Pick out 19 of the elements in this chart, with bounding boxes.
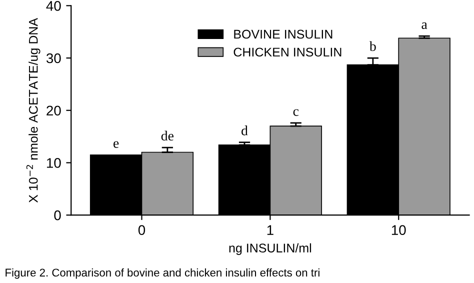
annotation: de [161, 130, 174, 141]
x-tick-label: 1 [267, 225, 274, 235]
x-tick-label: 10 [392, 225, 406, 236]
y-tick-label: 20 [46, 106, 61, 116]
y-tick-label: 30 [46, 53, 61, 64]
annotation: b [369, 41, 376, 52]
y-tick-label: 10 [46, 158, 61, 168]
y-axis-title: X 10$^{−2}$ nmole ACETATE/ug DNA [26, 18, 40, 203]
annotation: d [242, 126, 248, 136]
annotation: a [422, 22, 428, 30]
legend-label: CHICKEN INSULIN [234, 48, 342, 57]
x-tick-label: 0 [138, 225, 146, 236]
y-tick-label: 40 [46, 0, 61, 11]
y-tick-label: 0 [54, 210, 61, 220]
x-axis-title: ng INSULIN/ml [229, 243, 312, 255]
annotation: c [293, 109, 299, 116]
legend-label: BOVINE INSULIN [234, 30, 332, 39]
annotation: e [114, 141, 119, 148]
caption: Figure 2. Comparison of bovine and chicken insulin effects on tri [6, 268, 320, 279]
